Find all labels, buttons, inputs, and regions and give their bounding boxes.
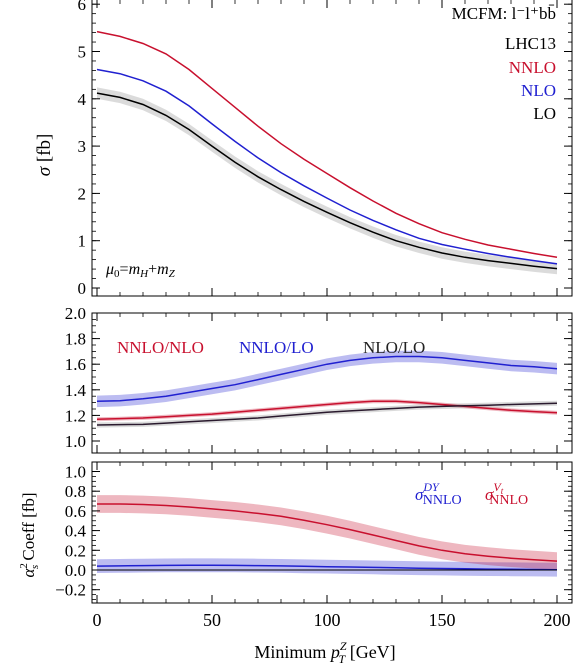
ratio-label-nnlo-nlo: NNLO/NLO	[117, 338, 204, 357]
coeff-series--vt-nnlo	[97, 503, 558, 562]
top-legend-mcfm: MCFM: l⁻l⁺bb̄	[452, 4, 556, 23]
top-series-lo	[96, 92, 558, 270]
x-tick-label: 200	[544, 610, 571, 630]
top-legend-lo: LO	[533, 104, 556, 123]
top-series-nnlo	[96, 30, 558, 259]
coeff-ytick-label: 0.8	[65, 482, 86, 501]
top-ytick-label: 0	[78, 279, 87, 298]
ratio-plot-area	[96, 350, 558, 428]
coeff-ytick-label: 0.6	[65, 502, 86, 521]
ratio-panel-frame	[91, 312, 573, 454]
top-legend-nlo: NLO	[521, 81, 556, 100]
ratio-series-nnlo-nlo	[96, 400, 558, 420]
coeff-ylabel: α2s Coeff [fb]	[18, 492, 41, 577]
ratio-ytick-label: 2.0	[65, 304, 86, 323]
ratio-label-nnlo-lo: NNLO/LO	[239, 338, 314, 357]
scale-annotation: μ0=mH+mZ	[105, 261, 176, 280]
ratio-ytick-label: 1.8	[65, 330, 86, 349]
x-tick-label: 100	[314, 610, 341, 630]
coeff-series--dy-nnlo	[96, 564, 558, 571]
ratio-ytick-label: 1.0	[65, 432, 86, 451]
top-series-nlo	[96, 68, 558, 265]
top-ytick-label: 6	[78, 0, 87, 14]
top-ylabel: σ [fb]	[34, 134, 55, 177]
top-ytick-label: 4	[78, 90, 87, 109]
top-ytick-label: 3	[78, 137, 87, 156]
top-panel-frame	[91, 0, 573, 297]
coeff-ytick-label: 1.0	[65, 463, 86, 482]
ratio-series-nnlo-lo	[96, 355, 558, 403]
top-band-lo	[97, 87, 557, 275]
coeff-ytick-label: −0.2	[55, 581, 86, 600]
coeff-legend-vt: σVt NNLO	[485, 480, 528, 508]
coeff-band--dy-nnlo	[97, 558, 557, 577]
top-ytick-label: 1	[78, 232, 87, 251]
x-tick-label: 0	[93, 610, 102, 630]
coeff-plot-area	[96, 495, 558, 577]
top-ytick-label: 2	[78, 184, 87, 203]
x-tick-label: 150	[429, 610, 456, 630]
top-plot-area	[96, 30, 558, 275]
coeff-ytick-label: 0.2	[65, 541, 86, 560]
top-legend-nnlo: NNLO	[509, 58, 556, 77]
coeff-ytick-label: 0.0	[65, 561, 86, 580]
ratio-label-nlo-lo: NLO/LO	[363, 338, 425, 357]
coeff-band--vt-nnlo	[97, 495, 557, 570]
top-legend-lhc13: LHC13	[505, 34, 556, 53]
coeff-panel-frame	[91, 461, 573, 604]
x-tick-label: 50	[203, 610, 221, 630]
ratio-ytick-label: 1.4	[65, 381, 87, 400]
ratio-band-nnlo-lo	[97, 350, 557, 408]
ratio-ytick-label: 1.6	[65, 355, 86, 374]
x-axis-label: Minimum pZ T [GeV]	[254, 639, 395, 666]
ratio-ytick-label: 1.2	[65, 406, 86, 425]
coeff-legend-dy: σDY NNLO	[415, 480, 462, 508]
top-ytick-label: 5	[78, 43, 87, 62]
coeff-ytick-label: 0.4	[65, 522, 87, 541]
ratio-series-nlo-lo	[96, 402, 558, 426]
